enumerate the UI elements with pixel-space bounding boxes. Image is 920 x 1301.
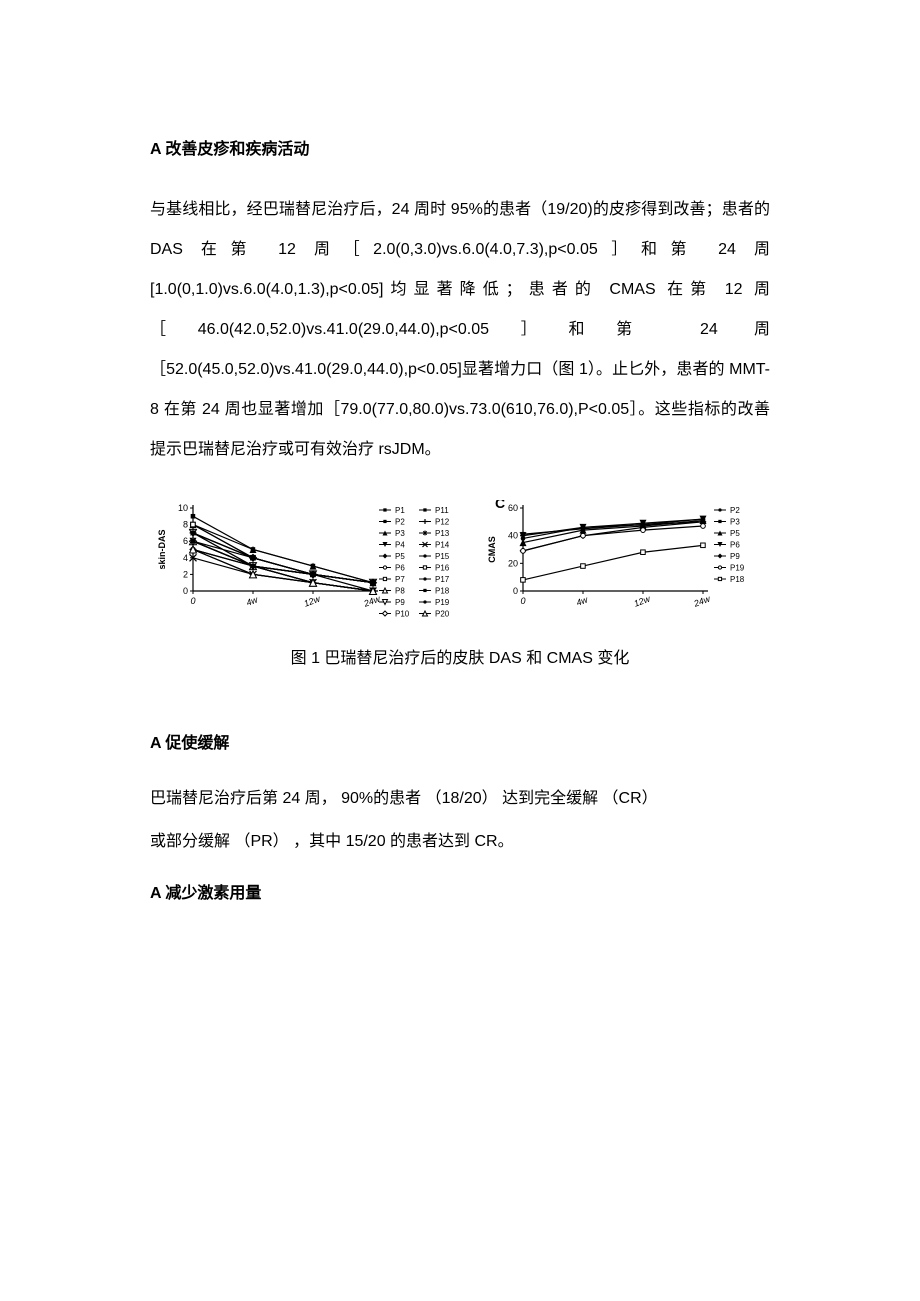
figure-1-caption: 图 1 巴瑞替尼治疗后的皮肤 DAS 和 CMAS 变化 bbox=[291, 645, 630, 674]
svg-text:P9: P9 bbox=[395, 598, 405, 607]
svg-text:6: 6 bbox=[183, 536, 188, 546]
svg-text:P4: P4 bbox=[395, 541, 405, 550]
svg-text:P6: P6 bbox=[730, 541, 740, 550]
svg-text:P12: P12 bbox=[435, 518, 450, 527]
chart-skin-das: skin-DAS 0 2 4 6 8 10 0 4w 12w 24w P1 P2 P3 P4 P5 P6 P7 P8… bbox=[155, 500, 455, 630]
svg-text:10: 10 bbox=[178, 503, 188, 513]
svg-text:P5: P5 bbox=[395, 552, 405, 561]
svg-text:P19: P19 bbox=[435, 598, 450, 607]
section1-body: 与基线相比，经巴瑞替尼治疗后，24 周时 95%的患者（19/20)的皮疹得到改… bbox=[150, 190, 770, 470]
section2-body-line1: 巴瑞替尼治疗后第 24 周， 90%的患者 （18/20） 达到完全缓解 （CR… bbox=[150, 784, 770, 814]
svg-text:0: 0 bbox=[520, 596, 525, 606]
svg-text:4w: 4w bbox=[575, 594, 590, 608]
svg-text:skin-DAS: skin-DAS bbox=[157, 529, 167, 569]
svg-text:P16: P16 bbox=[435, 564, 450, 573]
svg-text:P6: P6 bbox=[395, 564, 405, 573]
svg-text:4w: 4w bbox=[245, 594, 260, 608]
svg-text:0: 0 bbox=[183, 586, 188, 596]
svg-text:P11: P11 bbox=[435, 506, 449, 515]
svg-text:P18: P18 bbox=[435, 587, 450, 596]
chart-cmas: CMAS 0 20 40 60 0 4w 12w 24w C P2 P3 P5 P6 P9 P19 P18 bbox=[485, 500, 765, 630]
heading-prefix: A bbox=[150, 141, 165, 158]
heading-prefix: A bbox=[150, 885, 165, 902]
section-heading-1: A 改善皮疹和疾病活动 bbox=[150, 130, 770, 170]
svg-text:CMAS: CMAS bbox=[487, 536, 497, 563]
svg-text:P15: P15 bbox=[435, 552, 450, 561]
heading-prefix: A bbox=[150, 735, 165, 752]
svg-text:P7: P7 bbox=[395, 575, 405, 584]
svg-text:20: 20 bbox=[508, 558, 518, 568]
svg-text:P14: P14 bbox=[435, 541, 450, 550]
heading-text: 改善皮疹和疾病活动 bbox=[165, 141, 309, 158]
svg-text:P1: P1 bbox=[395, 506, 405, 515]
svg-text:60: 60 bbox=[508, 503, 518, 513]
charts-row: skin-DAS 0 2 4 6 8 10 0 4w 12w 24w P1 P2 P3 P4 P5 P6 P7 P8… bbox=[150, 500, 770, 630]
section-heading-3: A 减少激素用量 bbox=[150, 874, 770, 914]
svg-text:C: C bbox=[495, 500, 505, 511]
section-heading-2: A 促使缓解 bbox=[150, 724, 770, 764]
svg-text:P17: P17 bbox=[435, 575, 450, 584]
svg-text:P19: P19 bbox=[730, 564, 745, 573]
svg-text:P2: P2 bbox=[730, 506, 740, 515]
svg-text:P10: P10 bbox=[395, 610, 410, 619]
svg-text:8: 8 bbox=[183, 520, 188, 530]
svg-text:24w: 24w bbox=[362, 593, 382, 609]
heading-text: 减少激素用量 bbox=[165, 885, 261, 902]
section2-body-line2: 或部分缓解 （PR） ，其中 15/20 的患者达到 CR。 bbox=[150, 824, 770, 859]
svg-text:40: 40 bbox=[508, 531, 518, 541]
svg-text:4: 4 bbox=[183, 553, 188, 563]
svg-text:12w: 12w bbox=[633, 593, 652, 608]
svg-text:P3: P3 bbox=[395, 529, 405, 538]
svg-text:P5: P5 bbox=[730, 529, 740, 538]
svg-text:P9: P9 bbox=[730, 552, 740, 561]
figure-1: skin-DAS 0 2 4 6 8 10 0 4w 12w 24w P1 P2 P3 P4 P5 P6 P7 P8… bbox=[150, 500, 770, 674]
svg-text:P3: P3 bbox=[730, 518, 740, 527]
svg-text:P20: P20 bbox=[435, 610, 450, 619]
svg-text:P2: P2 bbox=[395, 518, 405, 527]
svg-text:P13: P13 bbox=[435, 529, 450, 538]
svg-text:0: 0 bbox=[190, 596, 195, 606]
svg-text:P8: P8 bbox=[395, 587, 405, 596]
svg-text:24w: 24w bbox=[692, 593, 712, 609]
heading-text: 促使缓解 bbox=[165, 735, 229, 752]
svg-text:2: 2 bbox=[183, 569, 188, 579]
chart-c-svg: CMAS 0 20 40 60 0 4w 12w 24w C P2 P3 P5 P6 P9 P19 P18 bbox=[485, 500, 765, 630]
svg-text:P18: P18 bbox=[730, 575, 745, 584]
chart-a-svg: skin-DAS 0 2 4 6 8 10 0 4w 12w 24w P1 P2 P3 P4 P5 P6 P7 P8… bbox=[155, 500, 455, 630]
svg-text:0: 0 bbox=[513, 586, 518, 596]
svg-text:12w: 12w bbox=[303, 593, 322, 608]
